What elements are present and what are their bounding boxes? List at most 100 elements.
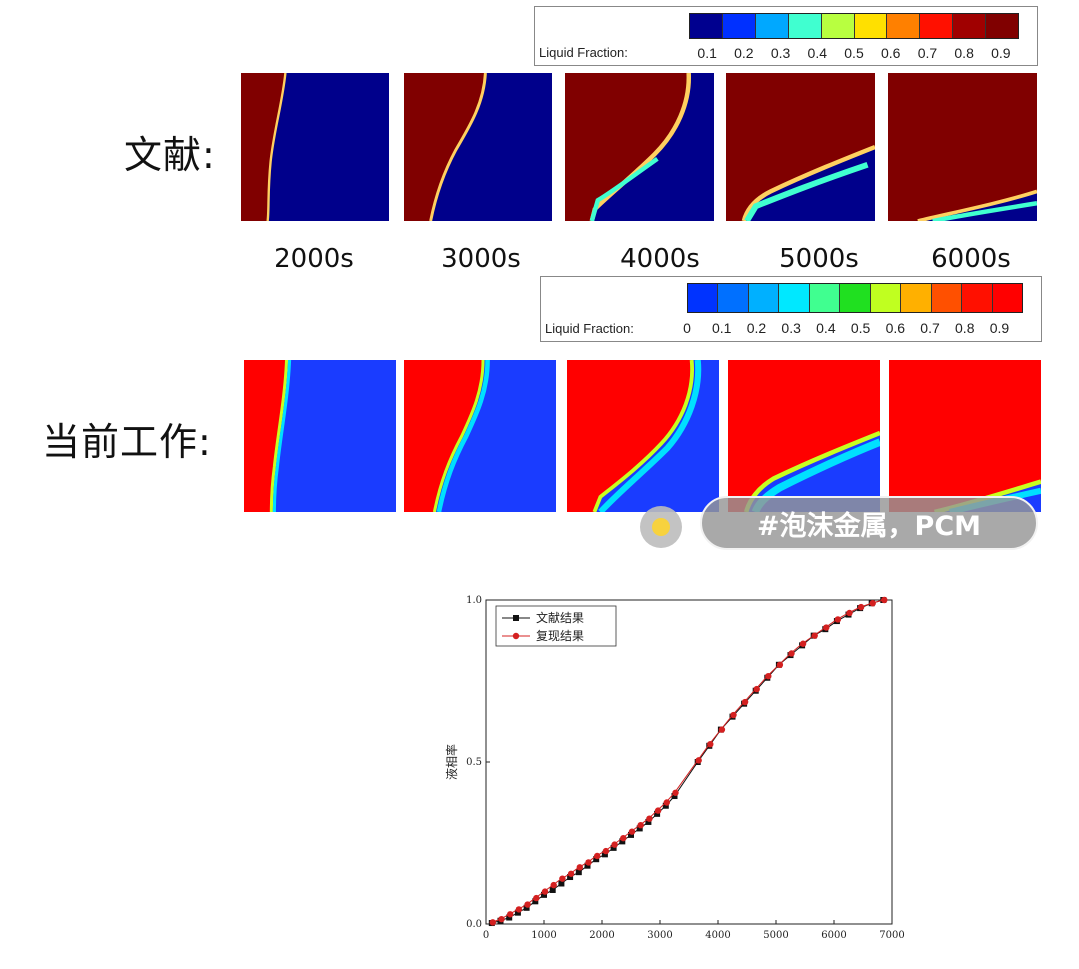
colorbar-tick-label: 0.1 (711, 320, 732, 336)
x-tick-label: 4000 (705, 930, 730, 941)
data-point-circle (695, 757, 702, 764)
time-label-6000s: 6000s (931, 244, 1011, 274)
data-point-square (541, 891, 547, 898)
x-tick-label: 7000 (879, 930, 904, 941)
data-point-circle (585, 859, 592, 866)
colorbar-tick-label: 0.3 (781, 320, 801, 336)
colorbar-segment (809, 284, 841, 312)
colorbar-tick-label: 0.5 (850, 320, 871, 336)
time-label-4000s: 4000s (620, 244, 700, 274)
data-point-circle (765, 672, 772, 680)
x-tick-label: 6000 (821, 930, 846, 941)
y-tick-label: 0.5 (466, 757, 482, 768)
data-point-circle (559, 875, 566, 882)
data-point-circle (628, 828, 636, 835)
x-tick-label: 2000 (589, 930, 614, 941)
colorbar-segment (992, 284, 1022, 312)
data-point-circle (799, 640, 807, 647)
colorbar-bottom-title: Liquid Fraction: (545, 321, 634, 336)
colorbar-segment (821, 14, 855, 38)
data-point-circle (823, 624, 830, 631)
data-point-circle (672, 789, 679, 796)
colorbar-segment (688, 284, 719, 312)
x-tick-label: 0 (483, 930, 489, 941)
colorbar-top-title: Liquid Fraction: (539, 45, 628, 60)
current-work-row-label: 当前工作: (42, 420, 212, 464)
colorbar-segment (748, 284, 780, 312)
colorbar-segment (788, 14, 822, 38)
data-point-circle (741, 698, 749, 706)
literature-panel-2000s (241, 73, 389, 221)
data-point-circle (515, 906, 523, 913)
data-point-circle (602, 847, 610, 855)
data-point-circle (637, 821, 644, 829)
data-point-circle (533, 894, 540, 902)
colorbar-top-gradient (689, 13, 1019, 39)
hashtag-topic-label: #泡沫金属，PCM (756, 510, 982, 542)
data-point-square (558, 880, 565, 887)
data-point-circle (846, 609, 853, 617)
colorbar-tick-label: 0.3 (770, 45, 791, 61)
data-point-circle (594, 852, 601, 860)
x-tick-label: 3000 (647, 930, 672, 941)
data-point-square (654, 810, 661, 817)
colorbar-segment (931, 284, 963, 312)
colorbar-segment (690, 14, 723, 38)
data-point-square (567, 874, 574, 881)
data-point-circle (707, 740, 714, 748)
data-point-circle (541, 888, 549, 895)
time-label-2000s: 2000s (274, 244, 354, 274)
liquid-fraction-chart: 0 1000 2000 3000 4000 5000 6000 7000 0.0 0.5 1.0 液相… (436, 588, 906, 953)
colorbar-segment (887, 14, 921, 38)
colorbar-tick-label: 0.4 (807, 45, 828, 61)
data-point-square (610, 844, 617, 851)
data-point-square (645, 818, 652, 825)
colorbar-segment (920, 14, 954, 38)
literature-panel-4000s (565, 73, 714, 221)
time-label-3000s: 3000s (441, 244, 521, 274)
hashtag-topic-button[interactable]: #泡沫金属，PCM (700, 496, 1038, 550)
colorbar-bottom-gradient (687, 283, 1023, 313)
colorbar-segment (870, 284, 902, 312)
data-point-circle (869, 600, 876, 607)
data-point-circle (646, 815, 653, 822)
colorbar-segment (986, 14, 1019, 38)
current-panel-5000s (728, 360, 880, 512)
data-point-square (584, 862, 591, 869)
data-point-circle (498, 915, 505, 923)
colorbar-tick-label: 0.5 (844, 45, 864, 61)
data-point-square (671, 793, 678, 800)
colorbar-top-legend: Liquid Fraction: 0.1 0.2 0.3 0.4 0.5 0.6 0.7 0.… (534, 6, 1038, 66)
literature-panel-5000s (726, 73, 875, 221)
data-point-circle (776, 661, 784, 668)
data-point-circle (654, 807, 662, 814)
colorbar-tick-label: 0.8 (955, 320, 975, 336)
data-point-square (514, 909, 521, 916)
legend-marker-square (513, 615, 519, 621)
data-point-circle (753, 685, 760, 693)
data-point-square (506, 914, 513, 921)
current-panel-4000s (567, 360, 719, 512)
data-point-circle (489, 919, 496, 926)
literature-panel-3000s (404, 73, 552, 221)
colorbar-segment (722, 14, 756, 38)
colorbar-tick-label: 0.4 (816, 320, 836, 336)
series-line-0 (491, 599, 884, 924)
data-point-circle (718, 726, 726, 733)
data-point-circle (576, 864, 583, 871)
colorbar-tick-label: 0.6 (885, 320, 906, 336)
current-panel-2000s (244, 360, 396, 512)
data-point-square (532, 898, 539, 905)
data-point-square (523, 904, 530, 911)
y-tick-label: 1.0 (466, 595, 482, 606)
legend-label: 文献结果 (536, 610, 584, 625)
colorbar-tick-label: 0.7 (920, 320, 940, 336)
data-point-circle (811, 632, 818, 639)
data-point-circle (620, 834, 627, 842)
y-axis-label: 液相率 (444, 744, 459, 780)
current-panel-3000s (404, 360, 556, 512)
data-point-square (662, 802, 669, 809)
data-point-circle (730, 711, 737, 719)
data-point-square (593, 856, 600, 863)
literature-row-label: 文献: (124, 133, 216, 177)
